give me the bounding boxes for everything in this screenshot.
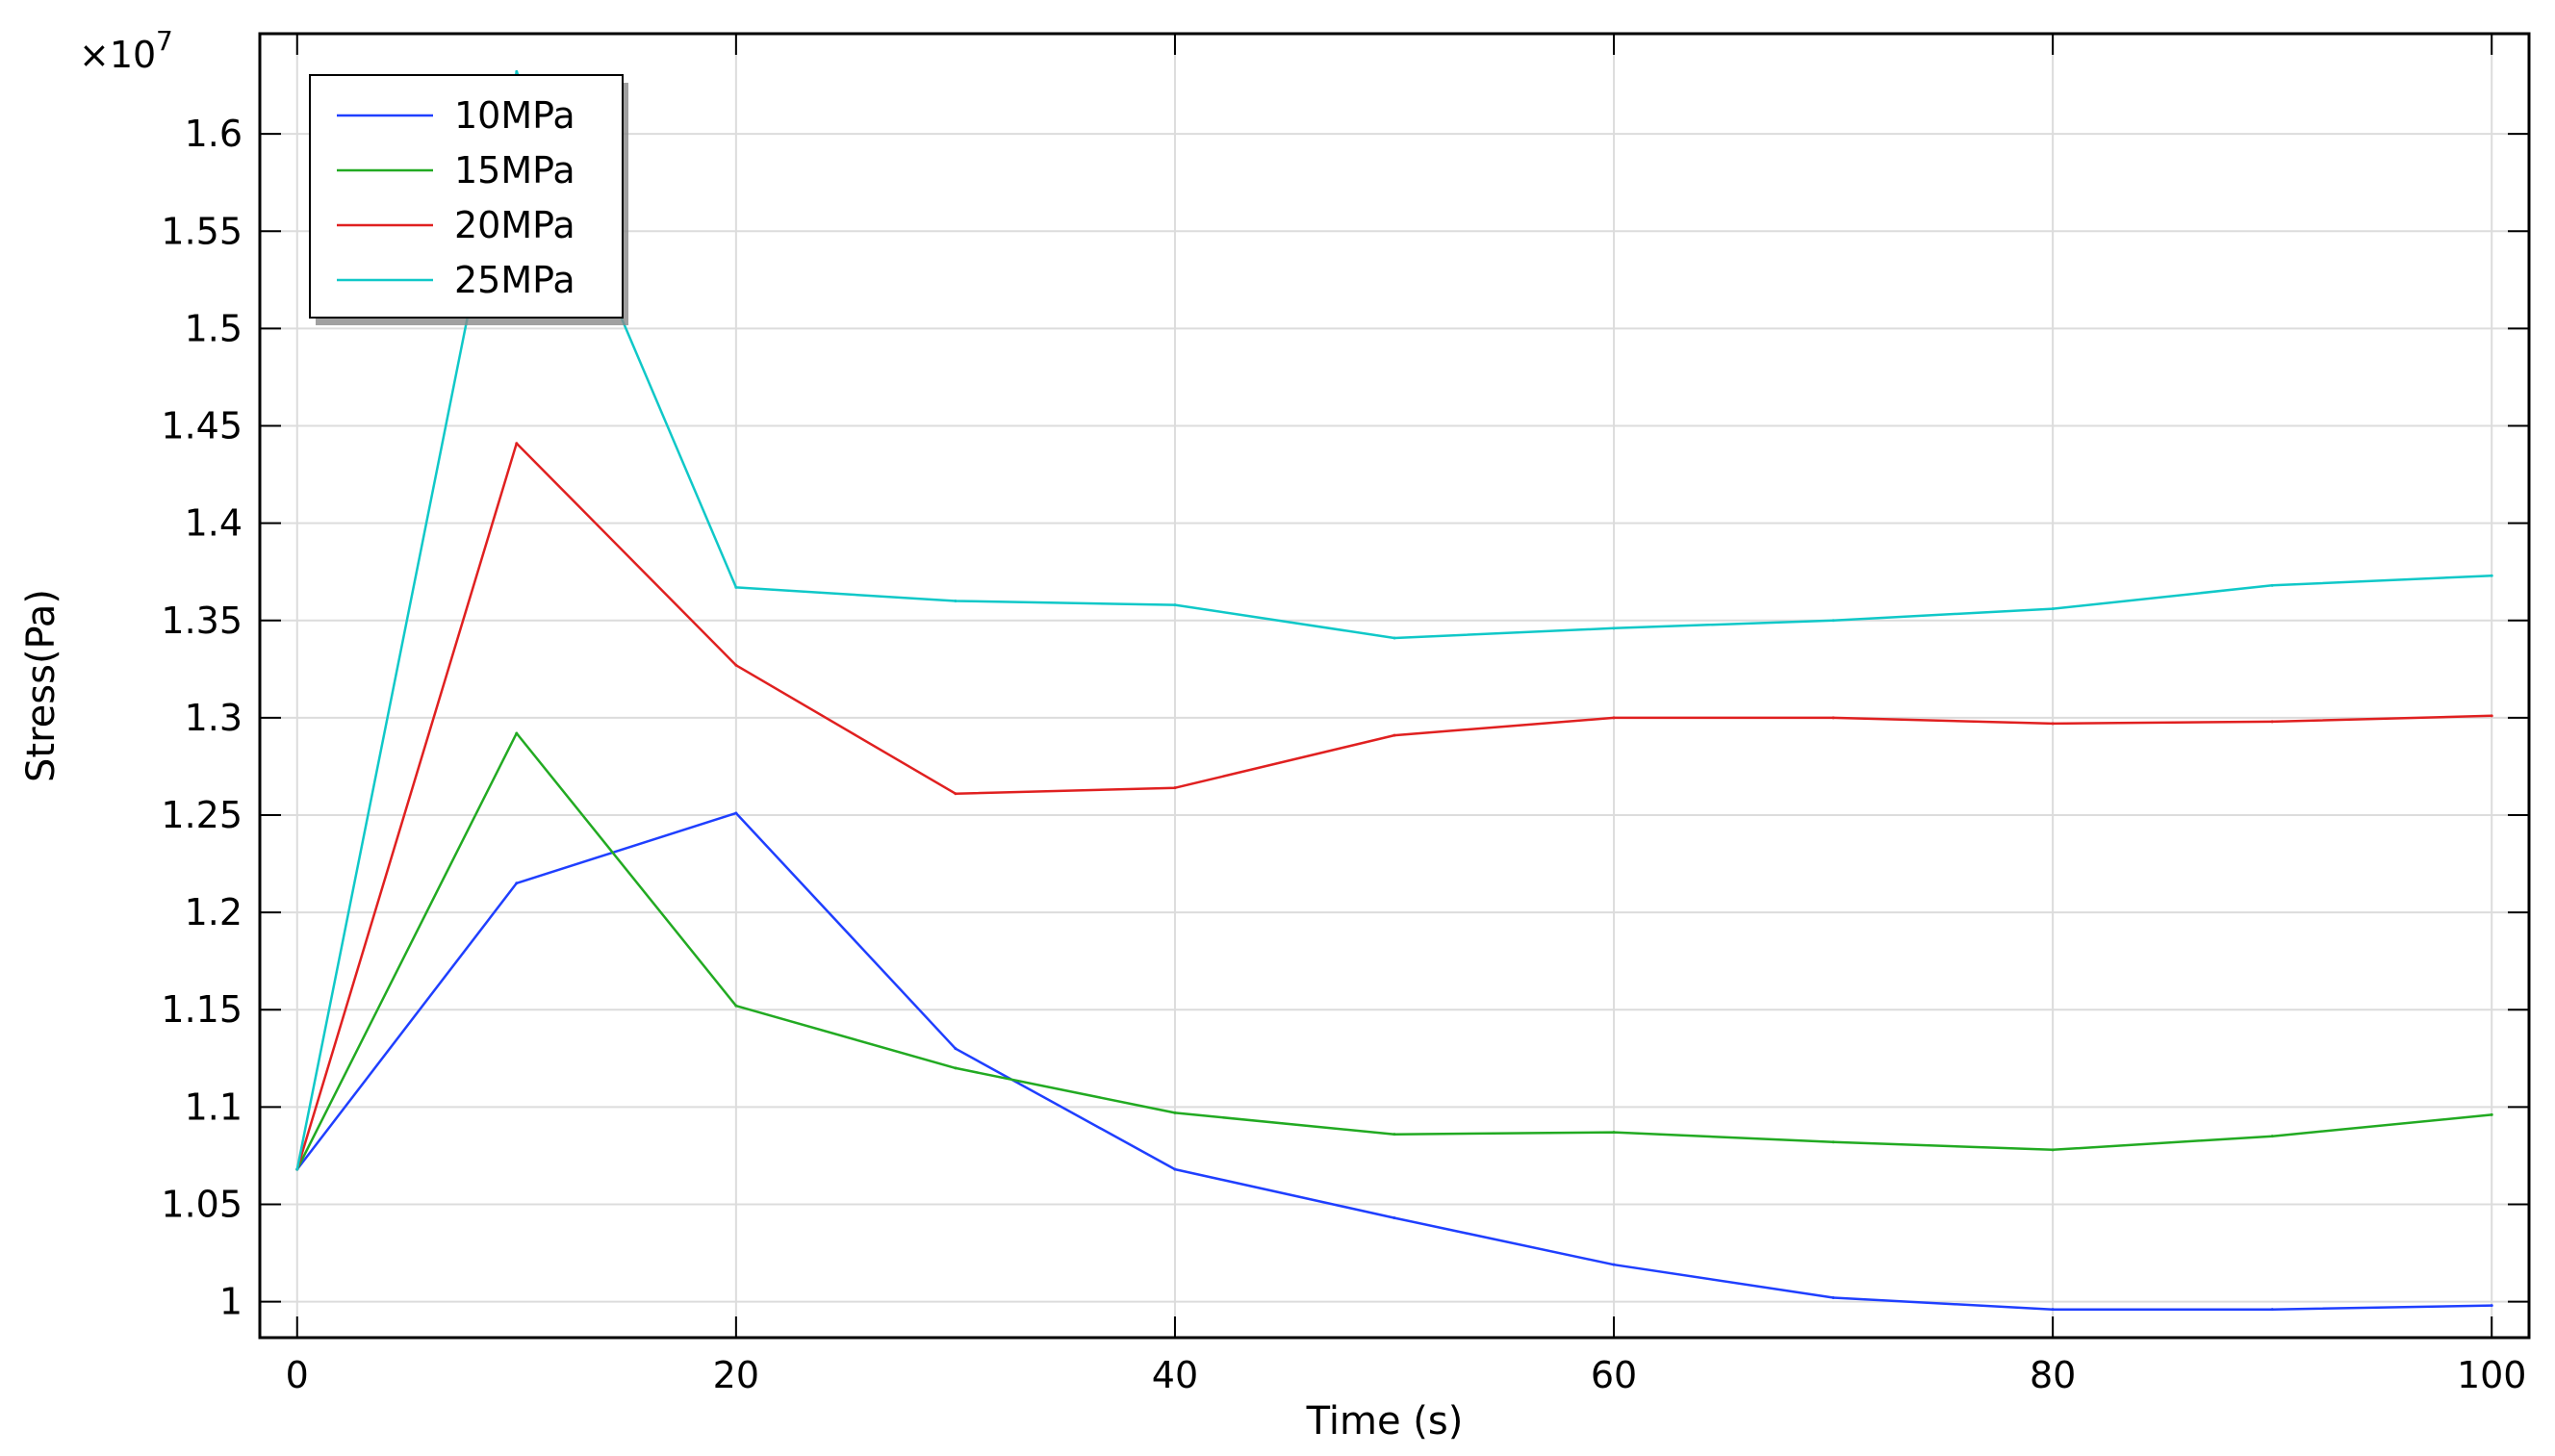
y-tick-label: 1.05	[161, 1183, 243, 1225]
y-tick-label: 1.35	[161, 600, 243, 642]
data-point-10MPa	[2490, 1304, 2493, 1308]
data-point-10MPa	[515, 881, 519, 885]
data-point-25MPa	[2490, 574, 2493, 577]
data-point-15MPa	[2270, 1135, 2274, 1138]
data-point-25MPa	[1173, 603, 1177, 607]
y-tick-label: 1.15	[161, 988, 243, 1031]
data-point-15MPa	[1612, 1131, 1616, 1135]
x-tick-label: 40	[1152, 1354, 1198, 1396]
data-point-10MPa	[1392, 1216, 1396, 1220]
data-point-20MPa	[954, 792, 958, 796]
y-tick-label: 1.25	[161, 794, 243, 836]
data-point-20MPa	[1831, 716, 1835, 720]
y-tick-label: 1.4	[185, 502, 243, 545]
data-point-10MPa	[2270, 1308, 2274, 1312]
data-point-20MPa	[734, 663, 738, 667]
series-line-10MPa	[295, 811, 2492, 1311]
data-point-15MPa	[1831, 1140, 1835, 1144]
data-point-10MPa	[734, 811, 738, 815]
data-point-25MPa	[515, 69, 519, 73]
data-point-20MPa	[1612, 716, 1616, 720]
data-point-25MPa	[2051, 607, 2055, 611]
y-tick-label: 1.2	[185, 891, 243, 933]
plot-frame	[258, 32, 2531, 1340]
data-point-15MPa	[1392, 1133, 1396, 1137]
legend-label-15MPa: 15MPa	[454, 149, 575, 192]
data-point-15MPa	[1173, 1111, 1177, 1114]
x-tick-label: 20	[713, 1354, 759, 1396]
data-point-20MPa	[1392, 733, 1396, 737]
data-point-25MPa	[1831, 619, 1835, 623]
data-point-15MPa	[515, 731, 519, 735]
y-tick-label: 1	[219, 1281, 243, 1323]
data-point-25MPa	[295, 1167, 299, 1171]
y-tick-label: 1.5	[185, 307, 243, 349]
y-tick-label: 1.1	[185, 1086, 243, 1128]
x-tick-label: 0	[286, 1354, 309, 1396]
series-line-15MPa	[295, 731, 2492, 1170]
data-point-15MPa	[2490, 1112, 2493, 1116]
data-point-15MPa	[2051, 1148, 2055, 1152]
x-axis-title: Time (s)	[1306, 1399, 1464, 1443]
y-tick-label: 1.45	[161, 405, 243, 447]
y-multiplier-label: ×10	[79, 34, 156, 76]
data-point-10MPa	[2051, 1308, 2055, 1312]
data-point-20MPa	[515, 442, 519, 446]
y-tick-label: 1.6	[185, 113, 243, 155]
data-point-15MPa	[954, 1066, 958, 1070]
legend-label-20MPa: 20MPa	[454, 204, 575, 246]
data-point-25MPa	[1392, 636, 1396, 640]
data-point-10MPa	[1612, 1263, 1616, 1266]
data-point-20MPa	[2490, 714, 2493, 718]
data-point-10MPa	[1173, 1167, 1177, 1171]
y-tick-label: 1.3	[185, 697, 243, 739]
y-multiplier-exponent: 7	[156, 25, 173, 57]
legend-label-10MPa: 10MPa	[454, 94, 575, 137]
series-line-20MPa	[295, 442, 2492, 1170]
data-point-25MPa	[734, 585, 738, 589]
x-tick-label: 80	[2030, 1354, 2076, 1396]
data-point-20MPa	[2270, 720, 2274, 724]
data-point-10MPa	[1831, 1296, 1835, 1300]
legend-label-25MPa: 25MPa	[454, 259, 575, 301]
data-point-25MPa	[2270, 583, 2274, 587]
data-point-20MPa	[2051, 722, 2055, 726]
y-axis-title: Stress(Pa)	[19, 589, 64, 782]
data-point-25MPa	[954, 600, 958, 603]
x-tick-label: 100	[2457, 1354, 2527, 1396]
data-point-10MPa	[954, 1047, 958, 1051]
data-point-20MPa	[1173, 786, 1177, 790]
data-point-25MPa	[1612, 626, 1616, 630]
data-point-15MPa	[734, 1004, 738, 1008]
x-tick-label: 60	[1591, 1354, 1637, 1396]
y-tick-label: 1.55	[161, 210, 243, 252]
